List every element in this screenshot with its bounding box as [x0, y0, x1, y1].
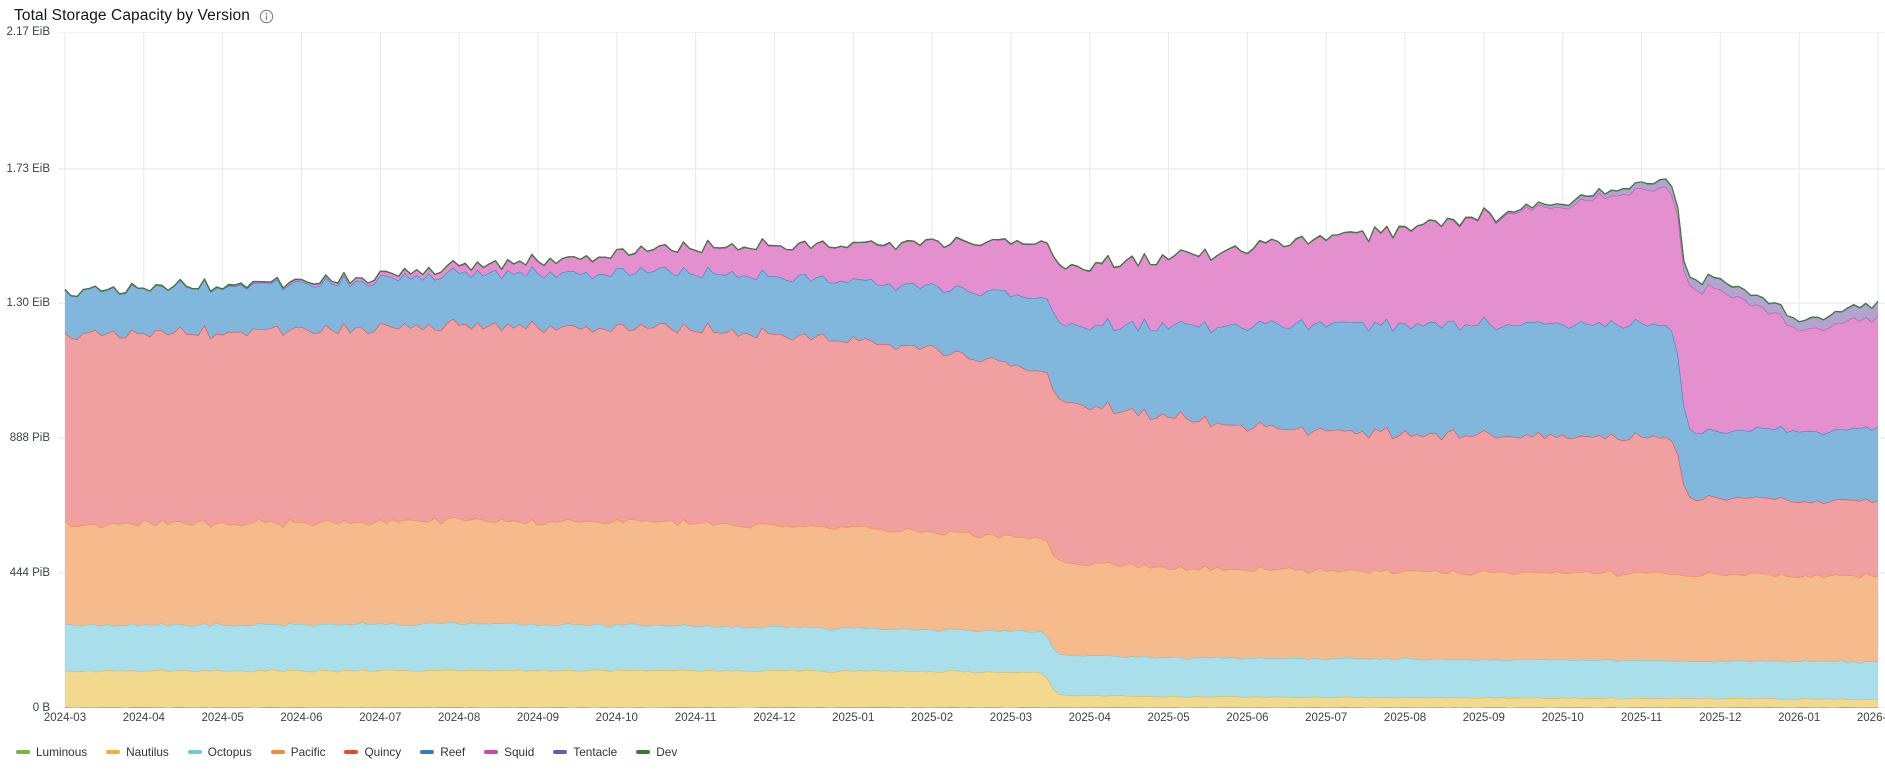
legend-item-squid[interactable]: Squid	[484, 745, 534, 759]
legend-label: Octopus	[207, 745, 252, 759]
legend-label: Quincy	[364, 745, 402, 759]
plot-area: 0 B 444 PiB 888 PiB 1.30 EiB 1.73 EiB 2.17 Ei…	[0, 26, 1885, 714]
x-axis-tick-label: 2024-04	[122, 712, 165, 724]
chart-legend: Luminous Nautilus Octopus Pacific Quincy Reef…	[16, 743, 696, 761]
y-axis-tick-label: 0 B	[32, 702, 50, 714]
legend-item-nautilus[interactable]: Nautilus	[106, 745, 169, 759]
x-axis-tick-label: 2024-12	[753, 712, 796, 724]
legend-swatch-icon	[636, 750, 651, 754]
x-axis-tick-label: 2024-10	[595, 712, 638, 724]
legend-swatch-icon	[106, 750, 121, 754]
y-axis-tick-label: 2.17 EiB	[6, 26, 50, 38]
legend-swatch-icon	[553, 750, 568, 754]
x-axis-tick-label: 2024-09	[516, 712, 560, 724]
x-axis-tick-label: 2025-02	[910, 712, 954, 724]
x-axis-tick-label: 2024-08	[438, 712, 481, 724]
legend-item-quincy[interactable]: Quincy	[344, 745, 401, 759]
x-axis-tick-label: 2025-04	[1068, 712, 1111, 724]
x-axis-tick-label: 2025-09	[1462, 712, 1505, 724]
y-axis-tick-label: 888 PiB	[9, 431, 50, 444]
legend-swatch-icon	[420, 750, 435, 754]
x-axis-tick-label: 2024-05	[201, 712, 244, 724]
legend-swatch-icon	[484, 750, 499, 754]
x-axis-tick-label: 2025-07	[1305, 712, 1348, 724]
x-axis-tick-label: 2025-10	[1541, 712, 1584, 724]
legend-swatch-icon	[344, 750, 359, 754]
x-axis-tick-label: 2025-11	[1620, 712, 1663, 724]
legend-swatch-icon	[187, 750, 202, 754]
x-axis: 2024-03 2024-04 2024-05 2024-06 2024-07 2024-…	[44, 712, 1885, 728]
legend-label: Nautilus	[126, 745, 169, 759]
legend-label: Pacific	[290, 745, 326, 759]
x-axis-tick-label: 2026-02	[1856, 712, 1885, 724]
x-axis-tick-label: 2024-11	[674, 712, 717, 724]
info-circle-icon[interactable]	[259, 9, 274, 24]
area-series-dev	[64, 178, 1879, 323]
legend-item-reef[interactable]: Reef	[420, 745, 465, 759]
legend-item-octopus[interactable]: Octopus	[187, 745, 252, 759]
stacked-area-plot[interactable]	[58, 32, 1885, 708]
legend-item-dev[interactable]: Dev	[636, 745, 677, 759]
page-title: Total Storage Capacity by Version	[14, 7, 250, 24]
legend-item-tentacle[interactable]: Tentacle	[553, 745, 617, 759]
x-axis-tick-label: 2024-03	[43, 712, 87, 724]
x-axis-tick-label: 2024-06	[280, 712, 323, 724]
legend-swatch-icon	[270, 750, 285, 754]
x-axis-tick-label: 2026-01	[1778, 712, 1821, 724]
legend-item-luminous[interactable]: Luminous	[16, 745, 87, 759]
chart-header: Total Storage Capacity by Version	[14, 5, 274, 27]
x-axis-tick-label: 2025-05	[1147, 712, 1190, 724]
y-axis: 0 B 444 PiB 888 PiB 1.30 EiB 1.73 EiB 2.17 Ei…	[0, 26, 58, 714]
legend-label: Tentacle	[573, 745, 618, 759]
legend-label: Dev	[656, 745, 678, 759]
legend-label: Squid	[504, 745, 535, 759]
x-axis-tick-label: 2025-06	[1226, 712, 1269, 724]
legend-label: Luminous	[36, 745, 88, 759]
x-axis-tick-label: 2025-08	[1383, 712, 1427, 724]
x-axis-tick-label: 2024-07	[359, 712, 402, 724]
legend-item-pacific[interactable]: Pacific	[270, 745, 326, 759]
legend-swatch-icon	[16, 750, 30, 754]
x-axis-tick-label: 2025-01	[832, 712, 875, 724]
y-axis-tick-label: 1.30 EiB	[6, 297, 50, 310]
legend-label: Reef	[440, 745, 466, 759]
x-axis-tick-label: 2025-03	[989, 712, 1033, 724]
y-axis-tick-label: 444 PiB	[9, 566, 50, 579]
y-axis-tick-label: 1.73 EiB	[6, 162, 50, 175]
x-axis-tick-label: 2025-12	[1699, 712, 1742, 724]
